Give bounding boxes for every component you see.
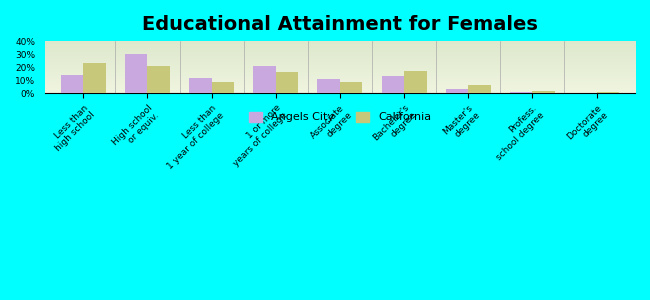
Bar (148, 66, 170, 93)
Bar (404, 71, 426, 93)
Legend: Angels City, California: Angels City, California (244, 107, 436, 127)
Bar (189, 78, 212, 93)
Bar (532, 91, 555, 93)
Bar (254, 66, 276, 93)
Bar (83, 63, 106, 93)
Title: Educational Attainment for Females: Educational Attainment for Females (142, 15, 538, 34)
Bar (125, 54, 148, 93)
Bar (382, 76, 404, 93)
Bar (317, 79, 340, 93)
Bar (468, 85, 491, 93)
Bar (597, 92, 619, 93)
Bar (340, 82, 363, 93)
Bar (61, 75, 83, 93)
Bar (276, 72, 298, 93)
Bar (446, 89, 468, 93)
Bar (510, 92, 532, 93)
Bar (212, 82, 234, 93)
